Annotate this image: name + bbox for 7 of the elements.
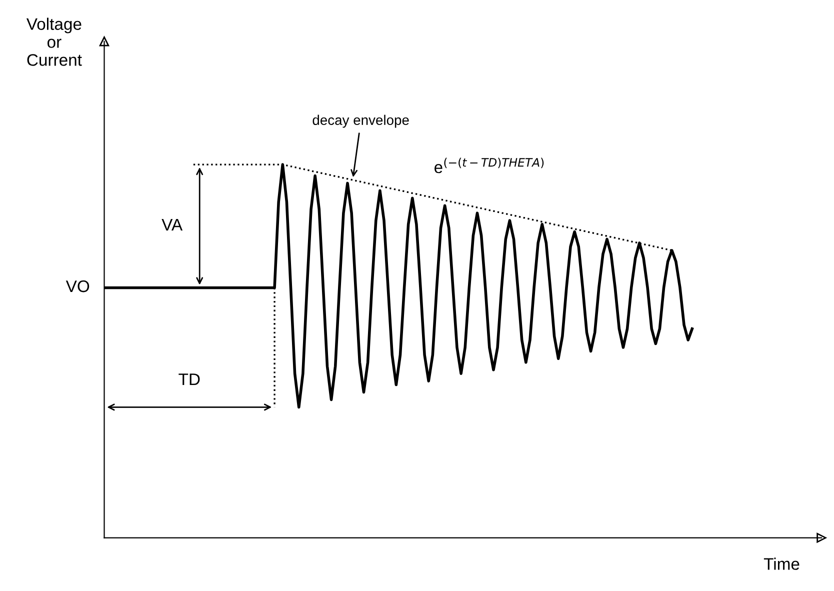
x-axis-title: Time: [764, 558, 800, 570]
text: Voltage or Current: [26, 18, 82, 66]
text: decay envelope: [312, 114, 409, 128]
annotation: TD: [178, 374, 200, 386]
annotation: e$^{(−(t−TD)THETA)}$: [434, 158, 544, 174]
annotation: VA: [162, 218, 183, 230]
text: VO: [66, 280, 90, 292]
